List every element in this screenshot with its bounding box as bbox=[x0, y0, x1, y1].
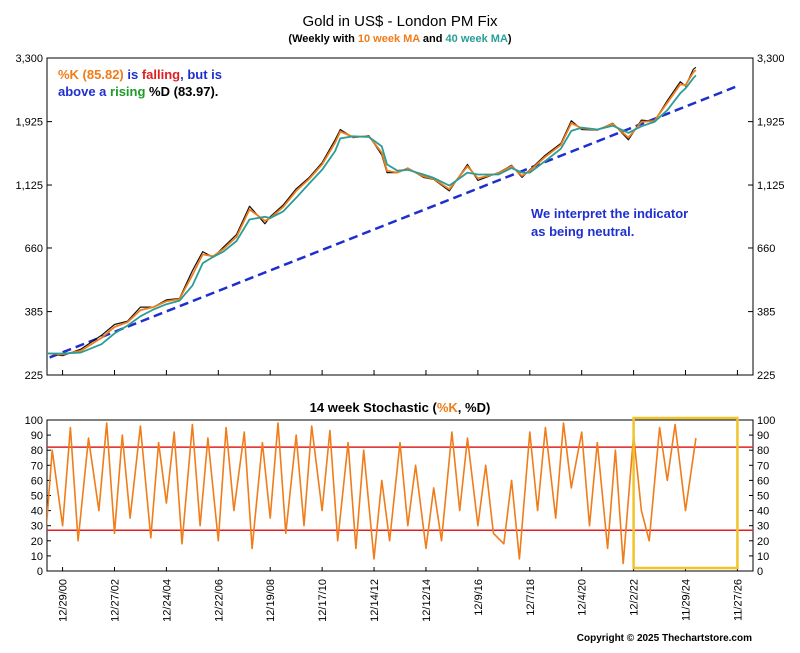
date-tick-label: 12/22/06 bbox=[213, 579, 225, 622]
date-tick-label: 11/29/24 bbox=[681, 579, 693, 621]
stoch-tick-label-right: 10 bbox=[757, 551, 769, 563]
subtitle-prefix: (Weekly with bbox=[288, 33, 357, 45]
price-chart-title: Gold in US$ - London PM Fix bbox=[302, 13, 498, 30]
stoch-tick-label-right: 70 bbox=[757, 460, 769, 472]
highlight-box bbox=[632, 416, 739, 570]
ma40-line bbox=[47, 74, 697, 355]
price-tick-label-left: 1,125 bbox=[15, 180, 43, 192]
date-tick-label: 12/4/20 bbox=[577, 579, 589, 616]
stoch-tick-label-left: 70 bbox=[31, 460, 43, 472]
stoch-tick-label-left: 30 bbox=[31, 521, 43, 533]
date-tick-label: 12/19/08 bbox=[265, 579, 277, 622]
stoch-tick-label-left: 80 bbox=[31, 445, 43, 457]
date-tick-label: 12/27/02 bbox=[109, 579, 121, 622]
stoch-tick-label-left: 20 bbox=[31, 536, 43, 548]
annotation-falling: falling bbox=[142, 67, 180, 82]
date-tick-label: 12/7/18 bbox=[525, 579, 537, 616]
annotation-but-is: , but is bbox=[180, 67, 222, 82]
copyright: Copyright © 2025 Thechartstore.com bbox=[577, 633, 752, 644]
price-series-group bbox=[47, 66, 738, 360]
stoch-tick-label-left: 40 bbox=[31, 506, 43, 518]
price-plot-area bbox=[46, 57, 754, 376]
price-tick-label-right: 660 bbox=[757, 243, 775, 255]
date-tick-label: 12/2/22 bbox=[629, 579, 641, 616]
date-tick-label: 12/9/16 bbox=[473, 579, 485, 616]
stoch-tick-label-left: 60 bbox=[31, 475, 43, 487]
annotation-right-line1: We interpret the indicator bbox=[531, 206, 688, 221]
annotation-rising: rising bbox=[110, 84, 145, 99]
annotation-top-line2: above a rising %D (83.97). bbox=[58, 84, 218, 99]
annotation-k-label: %K (85.82) bbox=[58, 67, 124, 82]
stoch-k-line bbox=[47, 422, 697, 565]
annotation-d-label: %D (83.97). bbox=[145, 84, 218, 99]
stoch-tick-label-right: 100 bbox=[757, 415, 775, 427]
date-tick-label: 12/24/04 bbox=[161, 579, 173, 622]
stoch-tick-label-right: 60 bbox=[757, 475, 769, 487]
price-tick-label-right: 385 bbox=[757, 307, 775, 319]
subtitle-middle: and bbox=[420, 33, 446, 45]
stoch-tick-label-left: 50 bbox=[31, 491, 43, 503]
stoch-tick-label-left: 90 bbox=[31, 430, 43, 442]
stoch-title-suffix: ) bbox=[486, 400, 490, 415]
subtitle-suffix: ) bbox=[508, 33, 512, 45]
stoch-title-d: %D bbox=[465, 400, 486, 415]
stoch-tick-label-right: 30 bbox=[757, 521, 769, 533]
stoch-title-prefix: 14 week Stochastic ( bbox=[310, 400, 438, 415]
price-tick-label-left: 225 bbox=[25, 370, 43, 382]
stoch-tick-label-right: 80 bbox=[757, 445, 769, 457]
stoch-tick-label-left: 0 bbox=[37, 566, 43, 578]
stoch-tick-label-right: 40 bbox=[757, 506, 769, 518]
stoch-tick-label-right: 90 bbox=[757, 430, 769, 442]
price-axis-ticks: 3,300 3,300 1,925 1,925 1,125 1,125 660 660 385 3… bbox=[15, 53, 784, 382]
stoch-tick-label-right: 50 bbox=[757, 491, 769, 503]
date-tick-label: 12/17/10 bbox=[317, 579, 329, 622]
stochastic-title: 14 week Stochastic (%K, %D) bbox=[310, 400, 491, 415]
stoch-tick-label-right: 20 bbox=[757, 536, 769, 548]
stoch-title-k: %K bbox=[437, 400, 459, 415]
subtitle-ma10: 10 week MA bbox=[358, 33, 420, 45]
price-tick-label-right: 1,925 bbox=[757, 117, 785, 129]
date-tick-label: 12/29/00 bbox=[58, 579, 70, 622]
price-tick-label-left: 1,925 bbox=[15, 117, 43, 129]
price-tick-label-left: 660 bbox=[25, 243, 43, 255]
stoch-tick-label-left: 10 bbox=[31, 551, 43, 563]
price-chart-subtitle: (Weekly with 10 week MA and 40 week MA) bbox=[288, 33, 512, 45]
price-tick-label-left: 385 bbox=[25, 307, 43, 319]
date-tick-label: 12/14/12 bbox=[369, 579, 381, 622]
price-tick-label-right: 1,125 bbox=[757, 180, 785, 192]
stochastic-series-group bbox=[47, 422, 753, 565]
date-tick-label: 11/27/26 bbox=[732, 579, 744, 621]
annotation-top: %K (85.82) is falling, but is bbox=[58, 67, 222, 82]
subtitle-ma40: 40 week MA bbox=[446, 33, 508, 45]
annotation-above-a: above a bbox=[58, 84, 110, 99]
annotation-right-line2: as being neutral. bbox=[531, 224, 634, 239]
x-axis-date-labels: 12/29/00 12/27/02 12/24/04 12/22/06 12/19/08… bbox=[58, 370, 744, 622]
price-tick-label-left: 3,300 bbox=[15, 53, 43, 65]
annotation-is: is bbox=[124, 67, 142, 82]
price-tick-label-right: 225 bbox=[757, 370, 775, 382]
stoch-tick-label-left: 100 bbox=[25, 415, 43, 427]
price-tick-label-right: 3,300 bbox=[757, 53, 785, 65]
date-tick-label: 12/12/14 bbox=[421, 579, 433, 622]
stoch-title-sep: , bbox=[458, 400, 465, 415]
stoch-tick-label-right: 0 bbox=[757, 566, 763, 578]
